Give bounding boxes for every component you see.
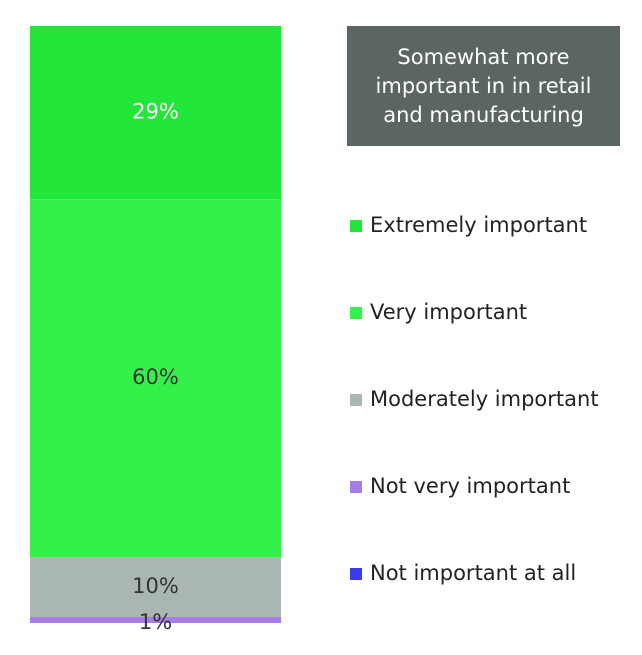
legend-swatch <box>350 394 362 406</box>
data-label: 29% <box>132 100 179 124</box>
legend-label: Not important at all <box>370 561 576 585</box>
legend-swatch <box>350 307 362 319</box>
legend-label: Very important <box>370 300 527 324</box>
legend-swatch <box>350 220 362 232</box>
legend-label: Not very important <box>370 474 570 498</box>
legend-label: Moderately important <box>370 387 599 411</box>
data-label: 60% <box>132 365 179 389</box>
legend-swatch <box>350 481 362 493</box>
legend-label: Extremely important <box>370 213 587 237</box>
bar-segment <box>30 617 281 623</box>
bar-segment <box>30 199 281 558</box>
data-label: 1% <box>139 610 172 634</box>
bar-segment <box>30 557 281 618</box>
data-label: 10% <box>132 574 179 598</box>
legend-swatch <box>350 568 362 580</box>
annotation: Somewhat more important in in retail and… <box>347 26 620 146</box>
bar-segment <box>30 26 281 200</box>
